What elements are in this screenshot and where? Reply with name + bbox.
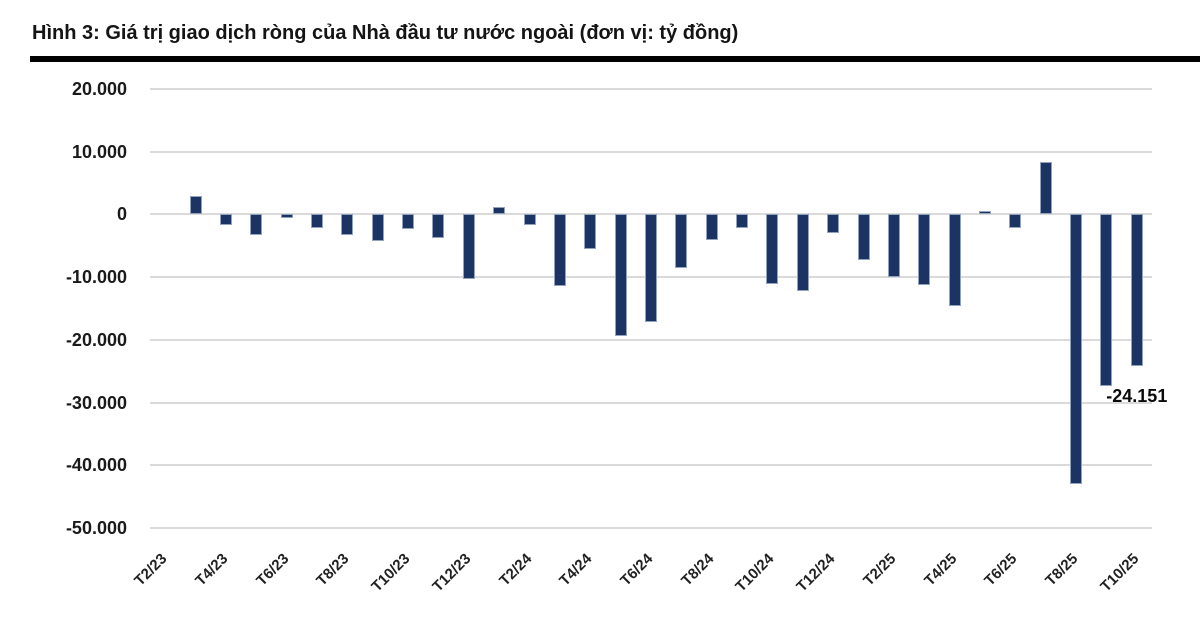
y-axis-tick-label: -30.000 xyxy=(65,392,127,413)
bar-T6/24 xyxy=(645,214,657,322)
y-axis-tick-label: -50.000 xyxy=(65,518,127,538)
x-axis-tick-label: T10/23 xyxy=(368,550,414,596)
bar-T8/23 xyxy=(341,214,354,236)
bar-T7/25 xyxy=(1039,161,1052,215)
bar-T3/24 xyxy=(553,214,566,286)
x-axis-tick-label: T2/25 xyxy=(860,550,900,590)
x-axis-tick-label: T4/23 xyxy=(192,550,232,590)
gridline--50.000 xyxy=(150,527,1152,529)
bar-T4/23 xyxy=(219,214,232,226)
bar-T2/25 xyxy=(887,214,900,277)
bar-T5/24 xyxy=(614,214,627,337)
gridline--30.000 xyxy=(150,401,1152,404)
bar-chart: 20.000 10.000 0 -10.000 -20.000 -30.000 -40.00… xyxy=(0,64,1200,630)
bar-T9/25 xyxy=(1100,214,1113,386)
x-axis-tick-label: T6/24 xyxy=(617,550,657,590)
gridline-20.000 xyxy=(150,88,1152,90)
bar-T2/24 xyxy=(523,214,536,226)
x-axis-tick-label: T8/24 xyxy=(677,550,718,590)
bar-T5/23 xyxy=(250,214,263,236)
y-axis-tick-label: 10.000 xyxy=(71,141,127,162)
gridline--20.000 xyxy=(150,338,1152,341)
x-axis-tick-label: T6/25 xyxy=(981,550,1021,590)
x-axis-tick-label: T12/23 xyxy=(429,550,475,596)
bar-T6/25 xyxy=(1009,214,1022,228)
x-axis-tick-label: T12/24 xyxy=(793,550,839,596)
bar-T9/24 xyxy=(736,214,749,228)
bar-T7/23 xyxy=(311,214,323,228)
bar-T1/25 xyxy=(857,214,870,260)
y-axis-tick-label: -20.000 xyxy=(65,329,127,350)
y-axis-tick-label: 0 xyxy=(116,204,127,225)
bar-T10/23 xyxy=(402,214,415,230)
bar-T12/24 xyxy=(827,214,840,233)
x-axis-tick-label: T2/24 xyxy=(495,550,535,590)
x-axis-tick-label: T4/25 xyxy=(920,550,960,590)
x-axis-tick-label: T10/24 xyxy=(732,550,778,596)
x-axis-tick-label: T6/23 xyxy=(252,550,292,590)
x-axis-tick-label: T8/25 xyxy=(1042,550,1082,590)
bar-T9/23 xyxy=(371,214,384,241)
figure-title: Hình 3: Giá trị giao dịch ròng của Nhà đ… xyxy=(32,22,739,44)
y-axis-tick-label: -40.000 xyxy=(65,455,127,476)
x-axis-tick-label: T4/24 xyxy=(556,550,596,590)
bar-T7/24 xyxy=(675,214,688,269)
bar-T8/25 xyxy=(1070,214,1083,485)
bar-T3/23 xyxy=(189,195,202,215)
data-label: -24.151 xyxy=(1106,385,1168,406)
bar-T5/25 xyxy=(979,210,991,215)
title-separator xyxy=(30,56,1200,62)
gridline-10.000 xyxy=(150,150,1152,153)
bar-T11/24 xyxy=(796,214,809,291)
bar-T3/25 xyxy=(918,214,931,286)
bar-T1/24 xyxy=(493,206,506,215)
bar-T11/23 xyxy=(432,214,445,239)
x-axis-tick-label: T2/23 xyxy=(131,550,171,590)
bar-T4/25 xyxy=(948,214,961,307)
bar-T8/24 xyxy=(705,214,718,240)
bar-T12/23 xyxy=(462,214,475,280)
y-axis-tick-label: -10.000 xyxy=(65,267,127,288)
bar-T10/24 xyxy=(766,214,779,284)
x-axis-tick-label: T8/23 xyxy=(313,550,353,590)
bar-T4/24 xyxy=(584,214,597,249)
bar-T6/23 xyxy=(280,214,293,218)
y-axis-tick-label: 20.000 xyxy=(71,79,127,99)
gridline--40.000 xyxy=(150,464,1152,467)
x-axis-tick-label: T10/25 xyxy=(1097,550,1143,596)
bar-T10/25 xyxy=(1130,214,1143,366)
